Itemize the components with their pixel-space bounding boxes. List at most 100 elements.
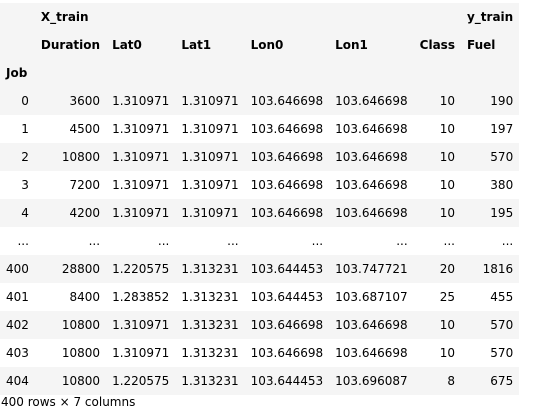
table-row: 4 4200 1.310971 1.310971 103.646698 103.64669… <box>0 199 520 227</box>
table-cell-fuel: 190 <box>490 94 514 108</box>
table-cell-class: 10 <box>439 178 455 192</box>
row-index-cell: 2 <box>21 150 29 164</box>
table-cell-lon0: 103.644453 <box>250 290 324 304</box>
table-cell-lon0: 103.646698 <box>250 318 324 332</box>
table-row: 1 4500 1.310971 1.310971 103.646698 103.64669… <box>0 115 520 143</box>
table-cell-lat0: 1.310971 <box>112 150 170 164</box>
table-cell-lat0: 1.310971 <box>112 346 170 360</box>
row-index-cell: 403 <box>6 346 29 360</box>
table-cell-class: 20 <box>439 262 455 276</box>
row-index-cell: 402 <box>6 318 29 332</box>
table-cell-lat0: 1.310971 <box>112 94 170 108</box>
table-cell-lon1: 103.687107 <box>335 290 408 304</box>
column-header-lat1: Lat1 <box>181 38 212 52</box>
table-cell-lon0: 103.646698 <box>250 346 324 360</box>
group-header-x-train: X_train <box>40 10 89 24</box>
table-cell-fuel: 570 <box>490 346 514 360</box>
table-cell-fuel: 195 <box>490 206 514 220</box>
table-cell-lat0: ... <box>157 234 170 248</box>
table-cell-lat1: 1.310971 <box>181 122 239 136</box>
table-cell-lon1: 103.646698 <box>335 94 408 108</box>
table-cell-lat1: 1.313231 <box>181 318 239 332</box>
table-cell-lon0: 103.646698 <box>250 178 324 192</box>
shape-summary: 400 rows × 7 columns <box>1 395 136 409</box>
table-cell-class: 10 <box>439 206 455 220</box>
table-cell-class: 8 <box>447 374 455 388</box>
table-cell-duration: 4200 <box>69 206 101 220</box>
index-name: Job <box>6 66 28 80</box>
table-cell-lat0: 1.310971 <box>112 206 170 220</box>
table-cell-lat1: ... <box>227 234 239 248</box>
row-index-cell: 4 <box>21 206 29 220</box>
table-cell-class: 10 <box>439 346 455 360</box>
table-cell-lon0: 103.646698 <box>250 94 324 108</box>
table-cell-duration: 4500 <box>69 122 101 136</box>
row-index-cell: 401 <box>6 290 29 304</box>
table-cell-fuel: 380 <box>490 178 514 192</box>
table-cell-fuel: 455 <box>490 290 514 304</box>
table-cell-lat0: 1.310971 <box>112 122 170 136</box>
table-cell-lat1: 1.310971 <box>181 150 239 164</box>
table-cell-duration: 28800 <box>61 262 101 276</box>
table-cell-lon1: 103.646698 <box>335 150 408 164</box>
table-cell-fuel: 197 <box>490 122 514 136</box>
table-cell-lat1: 1.313231 <box>181 374 239 388</box>
table-cell-lon1: 103.646698 <box>335 346 408 360</box>
table-cell-lon1: 103.646698 <box>335 318 408 332</box>
table-row: 400 28800 1.220575 1.313231 103.644453 103.74… <box>0 255 520 283</box>
table-cell-lon0: ... <box>311 234 324 248</box>
row-index-cell: 0 <box>21 94 29 108</box>
column-header-lon0: Lon0 <box>250 38 284 52</box>
table-cell-class: 10 <box>439 318 455 332</box>
column-header-fuel: Fuel <box>466 38 496 52</box>
table-cell-duration: ... <box>88 234 101 248</box>
table-cell-lat0: 1.310971 <box>112 178 170 192</box>
table-row: 2 10800 1.310971 1.310971 103.646698 103.6466… <box>0 143 520 171</box>
group-header-empty <box>0 3 35 31</box>
table-cell-lat1: 1.313231 <box>181 262 239 276</box>
table-row: ........................ <box>0 227 520 255</box>
table-cell-class: 10 <box>439 94 455 108</box>
row-index-cell: 404 <box>6 374 29 388</box>
index-name-row: Job <box>0 59 520 87</box>
table-cell-lon1: 103.646698 <box>335 178 408 192</box>
table-row: 3 7200 1.310971 1.310971 103.646698 103.64669… <box>0 171 520 199</box>
table-cell-duration: 10800 <box>61 374 101 388</box>
table-cell-lat0: 1.220575 <box>112 374 170 388</box>
table-cell-class: ... <box>443 234 455 248</box>
table-cell-duration: 8400 <box>69 290 101 304</box>
table-row: 404 10800 1.220575 1.313231 103.644453 103.69… <box>0 367 520 395</box>
table-cell-lat0: 1.310971 <box>112 318 170 332</box>
dataframe-table: X_train y_train Duration Lat0 Lat1 Lon0 … <box>0 3 520 395</box>
table-row: 403 10800 1.310971 1.313231 103.646698 103.64… <box>0 339 520 367</box>
column-header-empty <box>0 31 35 59</box>
table-cell-duration: 7200 <box>69 178 101 192</box>
table-cell-fuel: 675 <box>490 374 514 388</box>
table-cell-fuel: 1816 <box>482 262 514 276</box>
table-cell-class: 10 <box>439 150 455 164</box>
column-header-duration: Duration <box>40 38 101 52</box>
table-row: 0 3600 1.310971 1.310971 103.646698 103.64669… <box>0 87 520 115</box>
table-cell-duration: 10800 <box>61 150 101 164</box>
index-name-row-spacer <box>35 59 519 87</box>
table-cell-lon1: 103.747721 <box>335 262 408 276</box>
table-cell-fuel: ... <box>501 234 514 248</box>
table-row: 401 8400 1.283852 1.313231 103.644453 103.687… <box>0 283 520 311</box>
table-cell-duration: 3600 <box>69 94 101 108</box>
table-cell-duration: 10800 <box>61 346 101 360</box>
table-cell-lon0: 103.646698 <box>250 206 324 220</box>
column-header-class: Class <box>419 38 455 52</box>
row-index-cell: 400 <box>6 262 29 276</box>
row-index-cell: ... <box>17 234 29 248</box>
table-cell-fuel: 570 <box>490 318 514 332</box>
table-cell-lon0: 103.646698 <box>250 122 324 136</box>
group-header-blank <box>414 3 461 31</box>
table-cell-lat0: 1.220575 <box>112 262 170 276</box>
table-cell-lon1: 103.646698 <box>335 122 408 136</box>
table-cell-lon0: 103.644453 <box>250 262 324 276</box>
column-header-row: Duration Lat0 Lat1 Lon0 Lon1 Class Fuel <box>0 31 520 59</box>
column-group-header-row: X_train y_train <box>0 3 520 31</box>
table-cell-lat1: 1.313231 <box>181 290 239 304</box>
table-cell-lat1: 1.310971 <box>181 206 239 220</box>
